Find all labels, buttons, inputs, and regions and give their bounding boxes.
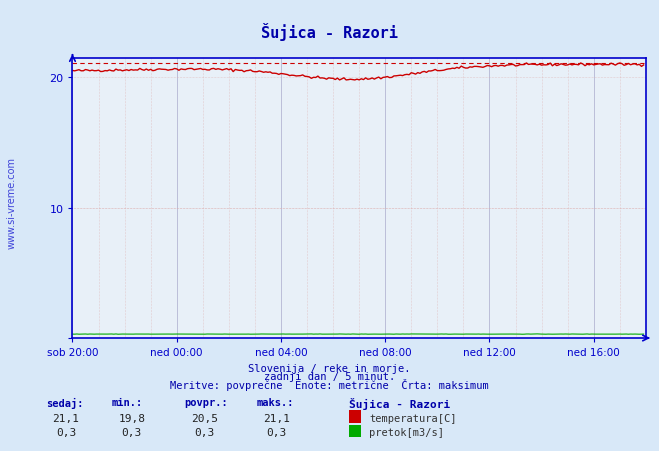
Text: Šujica - Razori: Šujica - Razori: [349, 397, 451, 409]
Text: 20,5: 20,5: [191, 413, 217, 423]
Text: povpr.:: povpr.:: [185, 397, 228, 407]
Text: sedaj:: sedaj:: [46, 397, 84, 408]
Text: maks.:: maks.:: [257, 397, 295, 407]
Text: 0,3: 0,3: [267, 428, 287, 437]
Text: Meritve: povprečne  Enote: metrične  Črta: maksimum: Meritve: povprečne Enote: metrične Črta:…: [170, 378, 489, 391]
Text: 21,1: 21,1: [264, 413, 290, 423]
Text: 0,3: 0,3: [194, 428, 214, 437]
Text: Šujica - Razori: Šujica - Razori: [261, 23, 398, 41]
Text: temperatura[C]: temperatura[C]: [369, 413, 457, 423]
Text: min.:: min.:: [112, 397, 143, 407]
Text: 0,3: 0,3: [122, 428, 142, 437]
Text: 0,3: 0,3: [56, 428, 76, 437]
Text: zadnji dan / 5 minut.: zadnji dan / 5 minut.: [264, 371, 395, 381]
Text: pretok[m3/s]: pretok[m3/s]: [369, 428, 444, 437]
Text: 19,8: 19,8: [119, 413, 145, 423]
Text: Slovenija / reke in morje.: Slovenija / reke in morje.: [248, 363, 411, 373]
Text: www.si-vreme.com: www.si-vreme.com: [7, 157, 16, 249]
Text: 21,1: 21,1: [53, 413, 79, 423]
